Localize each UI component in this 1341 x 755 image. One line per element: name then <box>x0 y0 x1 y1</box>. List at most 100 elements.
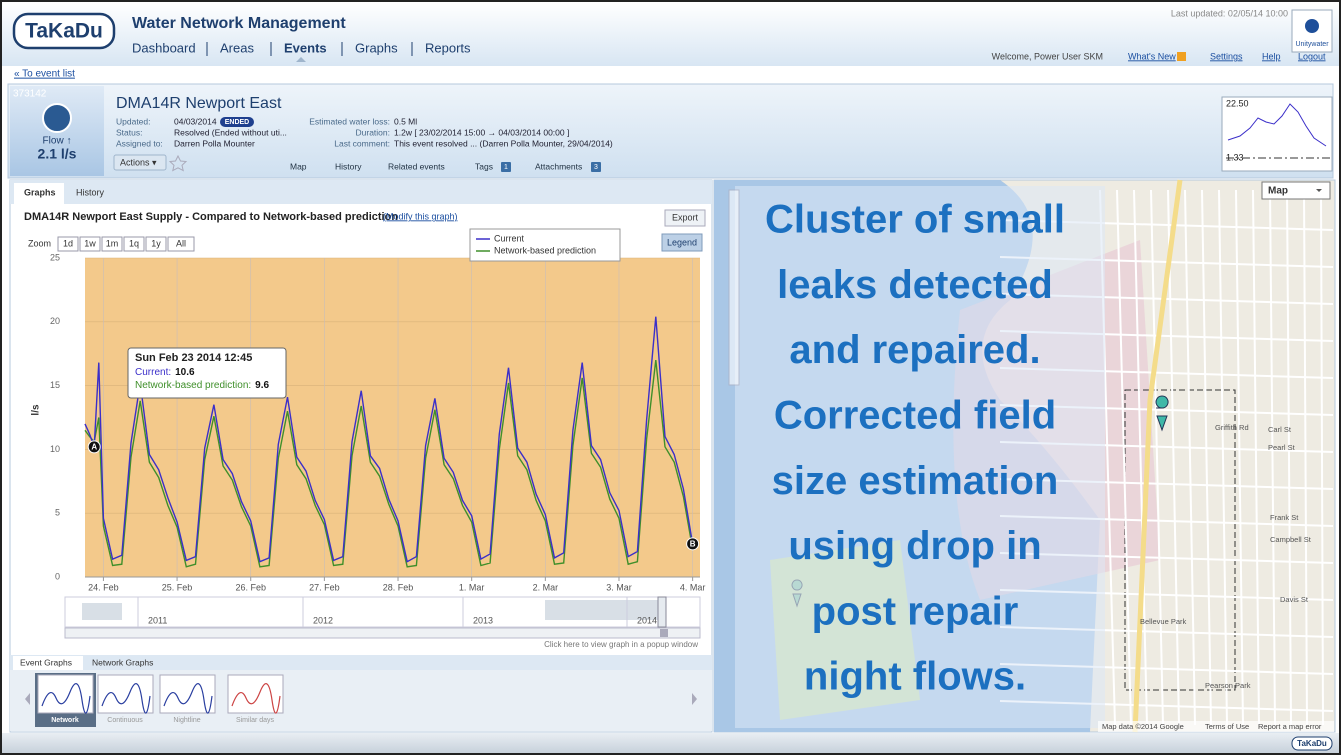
footer <box>2 733 1339 753</box>
nav-item[interactable]: Dashboard <box>132 40 196 55</box>
thumb-prev[interactable] <box>25 693 30 705</box>
panel-tab[interactable]: Graphs <box>24 187 56 197</box>
thumbnail[interactable] <box>97 674 154 714</box>
field-value: 0.5 Ml <box>394 116 417 126</box>
zoom-button[interactable] <box>101 236 123 252</box>
street <box>1150 189 1164 726</box>
graph-tab[interactable]: Event Graphs <box>20 657 72 667</box>
thumbnail[interactable] <box>159 674 216 714</box>
y-tick-label: 5 <box>55 508 60 518</box>
zoom-button[interactable] <box>79 236 101 252</box>
x-tick-label: 2. Mar <box>533 582 559 592</box>
field-value: 1.2w [ 23/02/2014 15:00 → 04/03/2014 00:… <box>394 127 569 137</box>
event-tab[interactable]: Tags <box>475 161 493 171</box>
panel-tab[interactable]: History <box>76 187 105 197</box>
event-title: DMA14R Newport East <box>116 95 282 112</box>
sparkline <box>1227 103 1327 147</box>
street <box>1303 189 1308 726</box>
navigator-handle[interactable] <box>657 596 667 628</box>
graph-tab[interactable]: Network Graphs <box>92 657 153 667</box>
street <box>1218 189 1228 726</box>
sparkline-max: 22.50 <box>1226 98 1249 108</box>
map-report[interactable]: Report a map error <box>1258 722 1322 731</box>
zoom-button[interactable] <box>167 236 195 252</box>
overlay-panel <box>735 186 1105 728</box>
thumbnail-label[interactable]: Network <box>51 717 79 724</box>
popup-hint[interactable]: Click here to view graph in a popup wind… <box>544 640 698 649</box>
back-link[interactable]: « To event list <box>14 69 75 80</box>
header <box>2 2 1339 66</box>
x-tick-label: 25. Feb <box>162 582 193 592</box>
event-tab[interactable]: Attachments <box>535 161 582 171</box>
thumb-next[interactable] <box>692 693 697 705</box>
modify-link[interactable]: (Modify this graph) <box>383 211 458 221</box>
zoom-label: All <box>176 238 186 248</box>
event-tab[interactable]: Related events <box>388 161 445 171</box>
event-tab[interactable]: Map <box>290 161 307 171</box>
thumbnail-label[interactable]: Continuous <box>107 717 143 724</box>
thumbnail-graph <box>41 683 91 714</box>
overlay-text: and repaired. <box>789 328 1040 372</box>
map-type-select[interactable] <box>1261 181 1331 200</box>
x-tick-label: 28. Feb <box>383 582 414 592</box>
map-terms[interactable]: Terms of Use <box>1205 722 1249 731</box>
zoom-button[interactable] <box>123 236 145 252</box>
header-link[interactable]: Logout <box>1298 51 1326 61</box>
y-tick-label: 10 <box>50 444 60 454</box>
thumbnail[interactable] <box>37 674 94 714</box>
street-label: Pearson Park <box>1205 681 1251 690</box>
navigator-history <box>545 600 660 620</box>
export-label: Export <box>672 212 699 222</box>
scrollbar[interactable] <box>64 627 701 639</box>
thumbnail-graph <box>101 683 151 714</box>
legend-button-label: Legend <box>667 237 697 247</box>
panel-tab-bar <box>10 180 712 204</box>
zoom-label: 1q <box>129 238 139 248</box>
nav-item[interactable]: Events <box>284 40 327 55</box>
field-label: Estimated water loss: <box>309 116 390 126</box>
event-panel <box>7 83 1334 179</box>
overlay-text: night flows. <box>804 655 1026 699</box>
dma-boundary <box>1124 389 1236 691</box>
client-logo-icon <box>1305 19 1319 33</box>
series-line <box>84 316 694 563</box>
zoom-label: 1m <box>106 238 119 248</box>
x-tick-label: 24. Feb <box>88 582 119 592</box>
x-tick-label: 26. Feb <box>235 582 266 592</box>
nav-active-caret <box>296 57 306 62</box>
header-link[interactable]: Help <box>1262 51 1281 61</box>
scroll-thumb[interactable] <box>660 629 668 637</box>
welcome: Welcome, Power User SKM <box>992 51 1103 61</box>
header-link[interactable]: Settings <box>1210 51 1243 61</box>
export-button[interactable] <box>664 209 706 227</box>
zoom-button[interactable] <box>57 236 79 252</box>
x-tick-label: 27. Feb <box>309 582 340 592</box>
tooltip <box>127 347 287 399</box>
tooltip-date: Sun Feb 23 2014 12:45 <box>135 352 252 364</box>
event-tab[interactable]: History <box>335 161 362 171</box>
nav-item[interactable]: Areas <box>220 40 254 55</box>
tooltip-line: Network-based prediction: 9.6 <box>135 380 270 391</box>
thumbnail[interactable] <box>227 674 284 714</box>
map-attribution: Map data ©2014 Google <box>1102 722 1184 731</box>
overlay-text: Corrected field <box>774 393 1056 437</box>
thumbnail-label[interactable]: Nightline <box>173 717 200 724</box>
field-value: Darren Polla Mounter <box>174 138 255 148</box>
zoom-button[interactable] <box>145 236 167 252</box>
field-label: Duration: <box>356 127 391 137</box>
tooltip-line: Current: 10.6 <box>135 367 195 378</box>
nav-item[interactable]: Graphs <box>355 40 398 55</box>
y-tick-label: 25 <box>50 252 60 262</box>
zoom-slider[interactable] <box>728 189 740 386</box>
actions-button[interactable] <box>113 154 167 171</box>
star[interactable] <box>168 154 188 172</box>
street <box>1201 189 1212 726</box>
nav-item[interactable]: Reports <box>425 40 471 55</box>
y-tick-label: 20 <box>50 316 60 326</box>
street <box>1320 189 1324 726</box>
thumbnail-label[interactable]: Similar days <box>236 717 275 724</box>
header-link[interactable]: What's New <box>1128 51 1176 61</box>
legend-button[interactable] <box>661 233 703 252</box>
series-line <box>84 360 694 568</box>
